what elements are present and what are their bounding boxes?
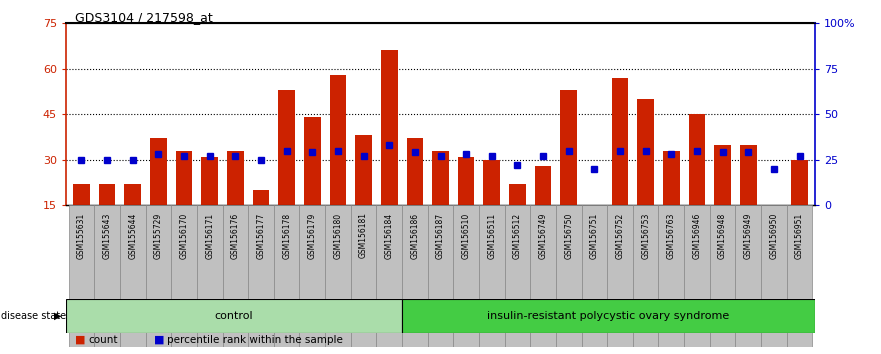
Text: GSM156950: GSM156950 — [769, 212, 779, 259]
Bar — [484, 160, 500, 205]
Bar — [120, 205, 145, 347]
Bar — [663, 151, 679, 205]
Bar — [402, 299, 815, 333]
Bar — [433, 151, 448, 205]
Bar — [505, 205, 530, 347]
Text: ■: ■ — [75, 335, 85, 345]
Text: GDS3104 / 217598_at: GDS3104 / 217598_at — [75, 11, 212, 24]
Bar — [171, 205, 196, 347]
Bar — [556, 205, 581, 347]
Bar — [227, 151, 244, 205]
Text: GSM156181: GSM156181 — [359, 212, 368, 258]
Text: GSM155643: GSM155643 — [102, 212, 112, 259]
Bar — [458, 157, 475, 205]
Text: control: control — [215, 311, 253, 321]
Text: GSM155729: GSM155729 — [154, 212, 163, 259]
Bar — [223, 205, 248, 347]
Bar — [658, 205, 685, 347]
Bar — [175, 151, 192, 205]
Text: GSM156186: GSM156186 — [411, 212, 419, 258]
Bar — [66, 299, 402, 333]
Text: GSM156184: GSM156184 — [385, 212, 394, 258]
Bar — [787, 205, 812, 347]
Text: ▶: ▶ — [54, 311, 62, 321]
Text: GSM156751: GSM156751 — [590, 212, 599, 259]
Text: percentile rank within the sample: percentile rank within the sample — [167, 335, 344, 345]
Bar — [406, 138, 423, 205]
Bar — [99, 184, 115, 205]
Text: GSM156179: GSM156179 — [307, 212, 317, 259]
Bar — [535, 166, 552, 205]
Text: GSM156946: GSM156946 — [692, 212, 701, 259]
Bar — [325, 205, 351, 347]
Bar — [637, 99, 654, 205]
Bar — [740, 144, 757, 205]
Bar — [402, 205, 427, 347]
Text: GSM156512: GSM156512 — [513, 212, 522, 258]
Bar — [94, 205, 120, 347]
Bar — [150, 138, 167, 205]
Bar — [611, 78, 628, 205]
Bar — [248, 205, 274, 347]
Bar — [530, 205, 556, 347]
Text: GSM156753: GSM156753 — [641, 212, 650, 259]
Bar — [714, 144, 731, 205]
Text: count: count — [88, 335, 117, 345]
Text: disease state: disease state — [1, 311, 66, 321]
Bar — [145, 205, 171, 347]
Bar — [689, 114, 706, 205]
Bar — [685, 205, 710, 347]
Text: GSM156750: GSM156750 — [564, 212, 574, 259]
Bar — [710, 205, 736, 347]
Bar — [304, 117, 321, 205]
Bar — [791, 160, 808, 205]
Bar — [736, 205, 761, 347]
Text: GSM156177: GSM156177 — [256, 212, 265, 259]
Text: GSM156749: GSM156749 — [538, 212, 548, 259]
Text: GSM156948: GSM156948 — [718, 212, 727, 259]
Text: GSM156178: GSM156178 — [282, 212, 291, 258]
Bar — [355, 136, 372, 205]
Bar — [766, 205, 782, 209]
Bar — [376, 205, 402, 347]
Text: GSM156949: GSM156949 — [744, 212, 752, 259]
Text: GSM156171: GSM156171 — [205, 212, 214, 258]
Text: GSM156187: GSM156187 — [436, 212, 445, 258]
Bar — [196, 205, 223, 347]
Bar — [202, 157, 218, 205]
Bar — [381, 50, 397, 205]
Bar — [586, 205, 603, 209]
Bar — [633, 205, 658, 347]
Bar — [329, 75, 346, 205]
Bar — [479, 205, 505, 347]
Text: ■: ■ — [154, 335, 165, 345]
Text: GSM156176: GSM156176 — [231, 212, 240, 259]
Bar — [253, 190, 270, 205]
Bar — [560, 90, 577, 205]
Text: GSM156511: GSM156511 — [487, 212, 496, 258]
Bar — [607, 205, 633, 347]
Text: GSM156180: GSM156180 — [333, 212, 343, 258]
Bar — [427, 205, 454, 347]
Bar — [278, 90, 295, 205]
Text: GSM156752: GSM156752 — [616, 212, 625, 259]
Bar — [761, 205, 787, 347]
Bar — [124, 184, 141, 205]
Text: GSM156170: GSM156170 — [180, 212, 189, 259]
Text: GSM156510: GSM156510 — [462, 212, 470, 259]
Bar — [454, 205, 479, 347]
Text: GSM155644: GSM155644 — [129, 212, 137, 259]
Bar — [69, 205, 94, 347]
Bar — [73, 184, 90, 205]
Text: GSM156951: GSM156951 — [795, 212, 804, 259]
Bar — [300, 205, 325, 347]
Text: GSM155631: GSM155631 — [77, 212, 86, 259]
Text: GSM156763: GSM156763 — [667, 212, 676, 259]
Bar — [581, 205, 607, 347]
Text: insulin-resistant polycystic ovary syndrome: insulin-resistant polycystic ovary syndr… — [487, 311, 729, 321]
Bar — [509, 184, 526, 205]
Bar — [351, 205, 376, 347]
Bar — [274, 205, 300, 347]
